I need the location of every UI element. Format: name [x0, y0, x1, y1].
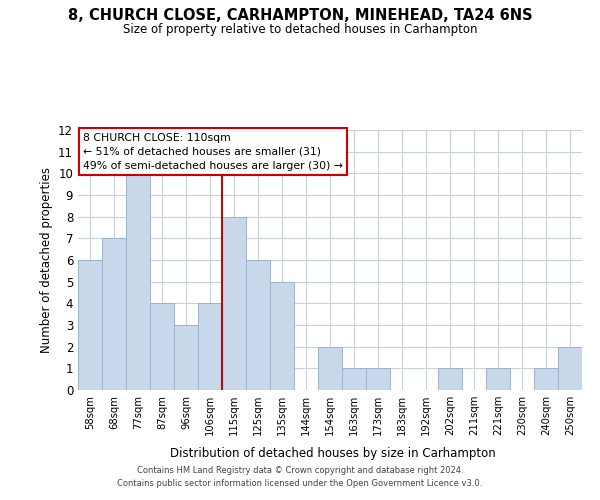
Bar [174, 325, 198, 390]
Bar [150, 304, 174, 390]
Text: 8 CHURCH CLOSE: 110sqm
← 51% of detached houses are smaller (31)
49% of semi-det: 8 CHURCH CLOSE: 110sqm ← 51% of detached… [83, 132, 343, 170]
Bar [222, 216, 246, 390]
Bar [126, 174, 150, 390]
Bar [438, 368, 462, 390]
Bar [78, 260, 102, 390]
Bar [366, 368, 390, 390]
Bar [318, 346, 342, 390]
Bar [486, 368, 510, 390]
Bar [198, 304, 222, 390]
Y-axis label: Number of detached properties: Number of detached properties [40, 167, 53, 353]
Text: 8, CHURCH CLOSE, CARHAMPTON, MINEHEAD, TA24 6NS: 8, CHURCH CLOSE, CARHAMPTON, MINEHEAD, T… [68, 8, 532, 22]
Bar [342, 368, 366, 390]
Text: Contains HM Land Registry data © Crown copyright and database right 2024.
Contai: Contains HM Land Registry data © Crown c… [118, 466, 482, 487]
Bar [558, 346, 582, 390]
Bar [534, 368, 558, 390]
Text: Size of property relative to detached houses in Carhampton: Size of property relative to detached ho… [123, 22, 477, 36]
Text: Distribution of detached houses by size in Carhampton: Distribution of detached houses by size … [170, 448, 496, 460]
Bar [102, 238, 126, 390]
Bar [246, 260, 270, 390]
Bar [270, 282, 294, 390]
